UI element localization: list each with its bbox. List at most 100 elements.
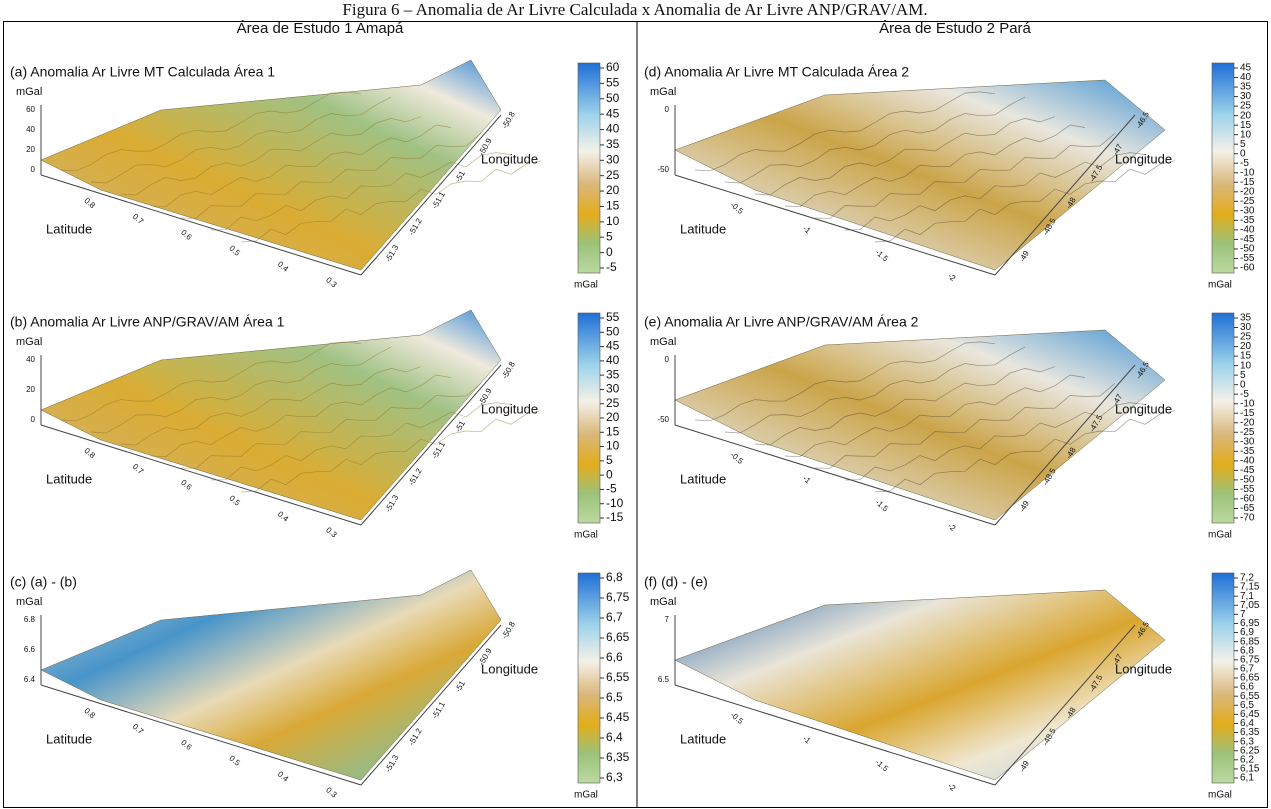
colorbar-label: 55 <box>606 76 620 90</box>
lon-axis-label: Longitude <box>481 661 538 676</box>
lat-tick-label: -1 <box>801 474 813 486</box>
z-tick-label: -50 <box>657 165 669 174</box>
colorbar <box>578 63 600 273</box>
panel-title: (c) (a) - (b) <box>10 574 77 590</box>
lat-tick-label: -1 <box>801 734 813 746</box>
lat-tick-label: -1.5 <box>874 498 891 514</box>
colorbar-label: 6,6 <box>606 650 623 664</box>
z-tick-label: 20 <box>26 385 35 394</box>
colorbar-label: 6,4 <box>606 730 623 744</box>
lat-axis-label: Latitude <box>46 471 92 486</box>
lon-axis-label: Longitude <box>481 151 538 166</box>
lon-tick-label: -49 <box>1017 249 1031 264</box>
lon-axis-label: Longitude <box>1115 151 1172 166</box>
colorbar-label: -70 <box>1240 513 1255 524</box>
colorbar-label: 6,45 <box>606 710 630 724</box>
z-tick-label: 0 <box>31 415 36 424</box>
colorbar-label: -5 <box>606 482 617 496</box>
surface <box>41 310 501 520</box>
colorbar-label: 6,1 <box>1240 773 1254 784</box>
lat-tick-label: 0.6 <box>179 478 194 492</box>
colorbar-label: 30 <box>606 152 620 166</box>
colorbar-label: 15 <box>606 199 620 213</box>
z-tick-label: 6.8 <box>24 615 36 624</box>
colorbar-label: 55 <box>606 310 620 324</box>
colorbar-label: 25 <box>606 168 620 182</box>
z-axis-label: mGal <box>16 336 42 348</box>
lat-axis-label: Latitude <box>46 221 92 236</box>
colorbar-label: 50 <box>606 324 620 338</box>
colorbar-label: 6,7 <box>606 610 623 624</box>
colorbar-label: 6,55 <box>606 670 630 684</box>
colorbar-label: 6,8 <box>606 570 623 584</box>
z-tick-label: 7 <box>665 615 670 624</box>
lat-tick-label: 0.5 <box>228 494 243 508</box>
panel-title: (a) Anomalia Ar Livre MT Calculada Área … <box>10 64 275 80</box>
lat-tick-label: 0.8 <box>83 196 98 210</box>
lat-tick-label: 0.6 <box>179 228 194 242</box>
lon-tick-label: -49 <box>1017 759 1031 774</box>
lat-tick-label: -1.5 <box>874 248 891 264</box>
colorbar-label: 35 <box>606 367 620 381</box>
colorbar-label: 50 <box>606 91 620 105</box>
area-title: Área de Estudo 1 Amapá <box>237 20 404 37</box>
colorbar-label: 6,65 <box>606 630 630 644</box>
z-tick-label: 40 <box>26 355 35 364</box>
lat-tick-label: 0.5 <box>228 754 243 768</box>
colorbar-label: 6,5 <box>606 690 623 704</box>
lat-tick-label: 0.7 <box>131 722 146 736</box>
panel-title: (b) Anomalia Ar Livre ANP/GRAV/AM Área 1 <box>10 314 285 330</box>
panel-title: (e) Anomalia Ar Livre ANP/GRAV/AM Área 2 <box>644 314 919 330</box>
colorbar-label: 20 <box>606 183 620 197</box>
colorbar-label: 30 <box>606 382 620 396</box>
lat-tick-label: -0.5 <box>729 450 746 466</box>
lon-tick-label: -50.8 <box>500 360 517 381</box>
lat-axis-label: Latitude <box>46 731 92 746</box>
colorbar <box>1212 63 1234 273</box>
panel-title: (d) Anomalia Ar Livre MT Calculada Área … <box>644 64 909 80</box>
lat-tick-label: 0.7 <box>131 462 146 476</box>
colorbar-label: -60 <box>1240 263 1255 274</box>
lon-tick-label: -49 <box>1017 499 1031 514</box>
lat-tick-label: -2 <box>946 781 958 793</box>
colorbar-unit: mGal <box>1208 530 1232 541</box>
colorbar-label: 10 <box>606 214 620 228</box>
lat-axis-label: Latitude <box>680 221 726 236</box>
lat-axis-label: Latitude <box>680 471 726 486</box>
lat-tick-label: 0.4 <box>276 510 291 524</box>
colorbar-label: -15 <box>606 510 624 524</box>
colorbar-label: -10 <box>606 496 624 510</box>
lat-tick-label: 0.3 <box>324 275 339 289</box>
area-title: Área de Estudo 2 Pará <box>879 20 1031 37</box>
lon-axis-label: Longitude <box>481 401 538 416</box>
colorbar-label: 5 <box>606 453 613 467</box>
surface <box>41 60 501 270</box>
lat-tick-label: -0.5 <box>729 200 746 216</box>
z-axis-label: mGal <box>650 596 676 608</box>
colorbar-unit: mGal <box>574 280 598 291</box>
lon-tick-label: -50.8 <box>500 110 517 131</box>
z-tick-label: 0 <box>665 105 670 114</box>
figure-caption: Figura 6 – Anomalia de Ar Livre Calculad… <box>342 0 927 19</box>
lat-tick-label: -1.5 <box>874 758 891 774</box>
lat-tick-label: -0.5 <box>729 710 746 726</box>
figure: Figura 6 – Anomalia de Ar Livre Calculad… <box>0 0 1271 809</box>
z-tick-label: 60 <box>26 105 35 114</box>
lat-tick-label: 0.8 <box>83 706 98 720</box>
colorbar <box>1212 313 1234 523</box>
colorbar-unit: mGal <box>1208 280 1232 291</box>
colorbar-label: 15 <box>606 424 620 438</box>
lon-axis-label: Longitude <box>1115 401 1172 416</box>
colorbar-label: 45 <box>606 339 620 353</box>
lat-tick-label: 0.4 <box>276 770 291 784</box>
colorbar-label: 35 <box>606 137 620 151</box>
z-tick-label: 0 <box>31 165 36 174</box>
colorbar <box>1212 573 1234 783</box>
colorbar-label: 0 <box>606 245 613 259</box>
lon-axis-label: Longitude <box>1115 661 1172 676</box>
lat-tick-label: 0.3 <box>324 525 339 539</box>
colorbar-label: 6,35 <box>606 750 630 764</box>
z-tick-label: 20 <box>26 145 35 154</box>
z-tick-label: 6.4 <box>24 675 36 684</box>
colorbar-label: 25 <box>606 396 620 410</box>
